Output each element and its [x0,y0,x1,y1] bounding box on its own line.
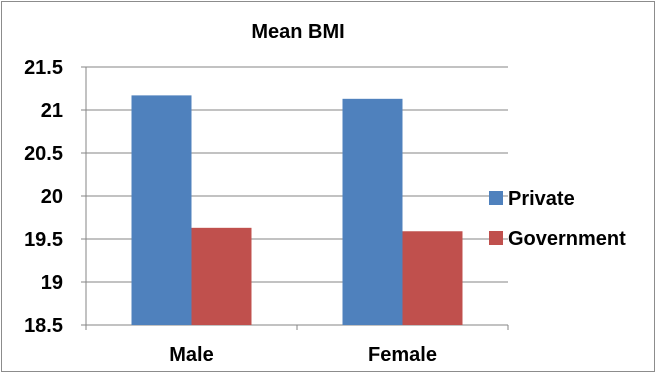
x-axis-tick-labels: Male Female [169,344,437,366]
x-tick-label: Female [368,344,437,366]
legend-label-government: Government [508,228,626,250]
legend: Private Government [489,188,626,250]
bar-government-female [402,231,463,325]
bar-private-male [131,95,192,325]
y-tick-label: 21 [41,100,63,122]
y-tick-label: 21.5 [24,57,63,79]
y-tick-label: 19 [41,272,63,294]
bars [131,95,463,325]
legend-swatch-private [489,191,503,205]
legend-swatch-government [489,231,503,245]
y-axis-tick-labels: 18.5 19 19.5 20 20.5 21 21.5 [24,57,63,337]
legend-label-private: Private [508,188,575,210]
bar-government-male [191,227,252,325]
y-tick-label: 20.5 [24,143,63,165]
y-tick-label: 18.5 [24,315,63,337]
x-tick-label: Male [169,344,213,366]
y-tick-label: 19.5 [24,229,63,251]
chart-title: Mean BMI [251,21,344,43]
y-tick-label: 20 [41,186,63,208]
bar-private-female [342,98,403,325]
